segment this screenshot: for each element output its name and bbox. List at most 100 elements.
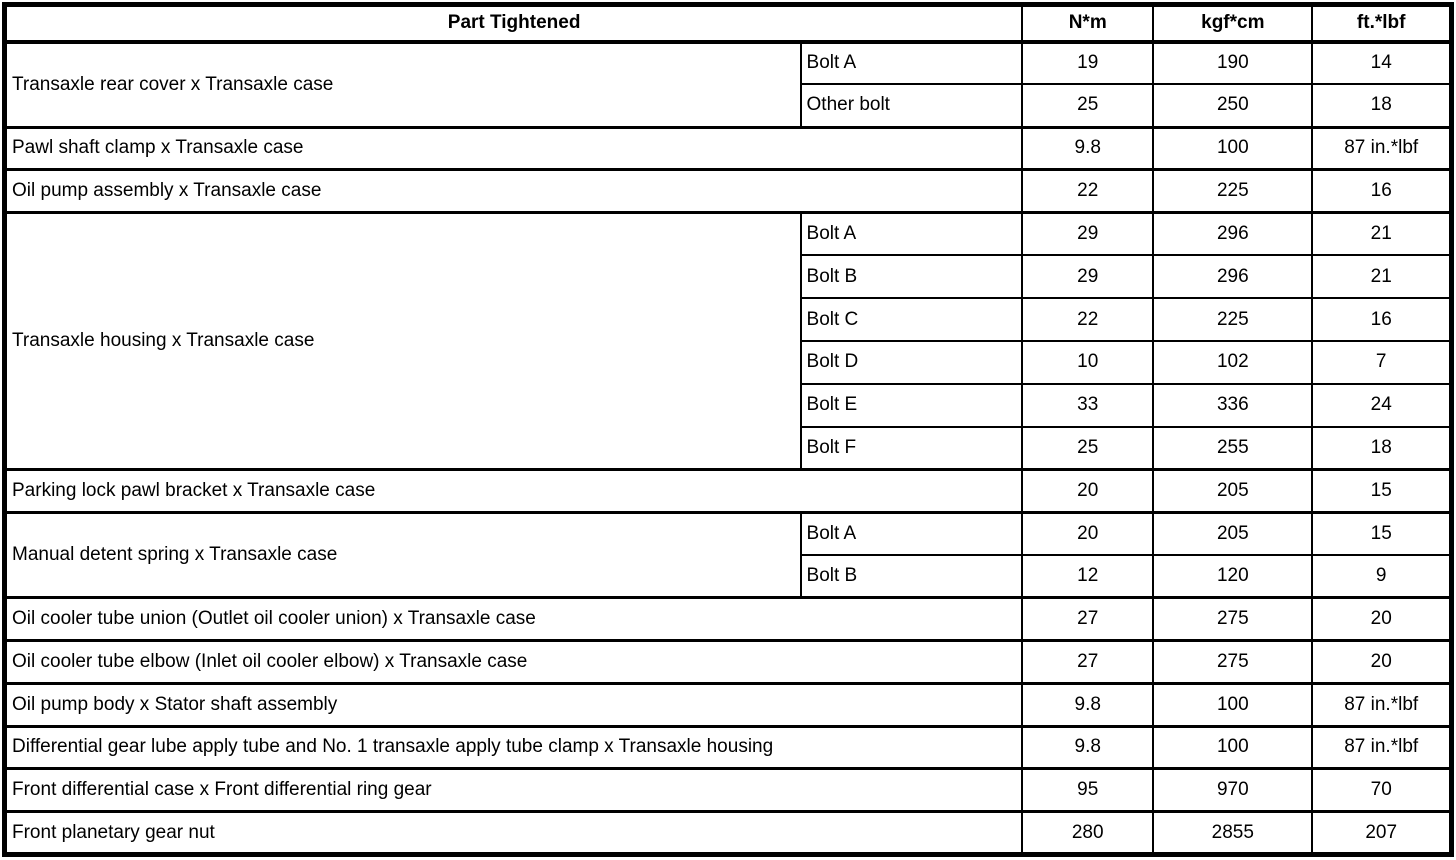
table-row: Bolt C 22 225 16: [5, 297, 1453, 342]
bolt-cell: Bolt F: [799, 425, 1024, 471]
bolt-cell: Bolt D: [799, 339, 1024, 385]
kgfcm-cell: 225: [1152, 297, 1314, 342]
table-row: Pawl shaft clamp x Transaxle case 9.8 100 8…: [3, 126, 1453, 172]
part-cell: Differential gear lube apply tube and No…: [3, 725, 1024, 771]
table-row: Manual detent spring x Transaxle case Bol…: [3, 511, 1453, 600]
table-row: Bolt E 33 336 24: [5, 382, 1453, 428]
kgfcm-cell: 2855: [1152, 810, 1314, 856]
table-row: Front differential case x Front differen…: [3, 767, 1453, 814]
kgfcm-cell: 336: [1152, 382, 1314, 428]
kgfcm-cell: 296: [1152, 211, 1314, 257]
ftlbf-cell: 87 in.*lbf: [1311, 126, 1453, 172]
nm-cell: 25: [1021, 83, 1155, 129]
table-row: Differential gear lube apply tube and No…: [3, 725, 1453, 771]
ftlbf-cell: 18: [1311, 425, 1453, 471]
kgfcm-cell: 296: [1152, 254, 1314, 300]
bolt-cell: Bolt A: [799, 40, 1024, 86]
bolt-cell: Bolt A: [799, 211, 1024, 257]
ftlbf-cell: 15: [1311, 511, 1453, 556]
table-row: Bolt B 29 296 21: [5, 254, 1453, 300]
kgfcm-cell: 255: [1152, 425, 1314, 471]
column-header-nm: N*m: [1021, 3, 1155, 44]
table-row: Transaxle rear cover x Transaxle case Bol…: [3, 40, 1453, 129]
bolt-cell: Bolt E: [799, 382, 1024, 428]
nm-cell: 25: [1021, 425, 1155, 471]
nm-cell: 29: [1021, 254, 1155, 300]
kgfcm-cell: 102: [1152, 339, 1314, 385]
table-row: Bolt B 12 120 9: [5, 553, 1453, 600]
nm-cell: 280: [1021, 810, 1155, 856]
kgfcm-cell: 100: [1152, 725, 1314, 771]
table-row: Transaxle housing x Transaxle case Bolt A…: [3, 211, 1453, 471]
kgfcm-cell: 225: [1152, 168, 1314, 215]
part-cell: Oil cooler tube union (Outlet oil cooler…: [3, 596, 1024, 642]
kgfcm-cell: 205: [1152, 468, 1314, 514]
ftlbf-cell: 21: [1311, 211, 1453, 257]
nm-cell: 95: [1021, 767, 1155, 814]
nm-cell: 27: [1021, 639, 1155, 685]
table-row: Other bolt 25 250 18: [5, 83, 1453, 129]
kgfcm-cell: 100: [1152, 126, 1314, 172]
ftlbf-cell: 16: [1311, 168, 1453, 215]
nm-cell: 20: [1021, 468, 1155, 514]
ftlbf-cell: 24: [1311, 382, 1453, 428]
ftlbf-cell: 70: [1311, 767, 1453, 814]
bolt-cell: Bolt C: [799, 297, 1024, 342]
part-cell: Oil pump assembly x Transaxle case: [3, 168, 1024, 215]
part-cell: Manual detent spring x Transaxle case: [3, 511, 802, 600]
bolt-cell: Bolt B: [799, 553, 1024, 600]
nm-cell: 9.8: [1021, 682, 1155, 728]
nm-cell: 9.8: [1021, 126, 1155, 172]
kgfcm-cell: 250: [1152, 83, 1314, 129]
part-cell: Pawl shaft clamp x Transaxle case: [3, 126, 1024, 172]
ftlbf-cell: 15: [1311, 468, 1453, 514]
column-header-part-tightened: Part Tightened: [3, 3, 1024, 44]
kgfcm-cell: 100: [1152, 682, 1314, 728]
table-row: Bolt D 10 102 7: [5, 339, 1453, 385]
part-cell: Front planetary gear nut: [3, 810, 1024, 856]
kgfcm-cell: 970: [1152, 767, 1314, 814]
ftlbf-cell: 87 in.*lbf: [1311, 682, 1453, 728]
ftlbf-cell: 207: [1311, 810, 1453, 856]
part-cell: Transaxle housing x Transaxle case: [3, 211, 802, 471]
nm-cell: 27: [1021, 596, 1155, 642]
bolt-cell: Other bolt: [799, 83, 1024, 129]
bolt-cell: Bolt B: [799, 254, 1024, 300]
part-cell: Front differential case x Front differen…: [3, 767, 1024, 814]
ftlbf-cell: 9: [1311, 553, 1453, 600]
kgfcm-cell: 190: [1152, 40, 1314, 86]
nm-cell: 22: [1021, 297, 1155, 342]
table-row: Front planetary gear nut 280 2855 207: [3, 810, 1453, 856]
ftlbf-cell: 7: [1311, 339, 1453, 385]
nm-cell: 12: [1021, 553, 1155, 600]
nm-cell: 33: [1021, 382, 1155, 428]
nm-cell: 22: [1021, 168, 1155, 215]
table-row: Oil cooler tube elbow (Inlet oil cooler …: [3, 639, 1453, 685]
bolt-cell: Bolt A: [799, 511, 1024, 556]
part-cell: Parking lock pawl bracket x Transaxle ca…: [3, 468, 1024, 514]
nm-cell: 29: [1021, 211, 1155, 257]
ftlbf-cell: 20: [1311, 596, 1453, 642]
nm-cell: 20: [1021, 511, 1155, 556]
ftlbf-cell: 20: [1311, 639, 1453, 685]
kgfcm-cell: 275: [1152, 596, 1314, 642]
column-header-kgfcm: kgf*cm: [1152, 3, 1314, 44]
header-row: Part Tightened N*m kgf*cm ft.*lbf: [3, 3, 1453, 44]
ftlbf-cell: 18: [1311, 83, 1453, 129]
ftlbf-cell: 14: [1311, 40, 1453, 86]
part-cell: Oil pump body x Stator shaft assembly: [3, 682, 1024, 728]
kgfcm-cell: 275: [1152, 639, 1314, 685]
table-row: Bolt F 25 255 18: [5, 425, 1453, 471]
table-row: Oil pump body x Stator shaft assembly 9.8…: [3, 682, 1453, 728]
table-row: Oil pump assembly x Transaxle case 22 225 1…: [3, 168, 1453, 215]
table-row: Oil cooler tube union (Outlet oil cooler…: [3, 596, 1453, 642]
kgfcm-cell: 205: [1152, 511, 1314, 556]
table-row: Parking lock pawl bracket x Transaxle ca…: [3, 468, 1453, 514]
ftlbf-cell: 87 in.*lbf: [1311, 725, 1453, 771]
part-cell: Oil cooler tube elbow (Inlet oil cooler …: [3, 639, 1024, 685]
column-header-ftlbf: ft.*lbf: [1311, 3, 1453, 44]
part-cell: Transaxle rear cover x Transaxle case: [3, 40, 802, 129]
nm-cell: 19: [1021, 40, 1155, 86]
ftlbf-cell: 21: [1311, 254, 1453, 300]
